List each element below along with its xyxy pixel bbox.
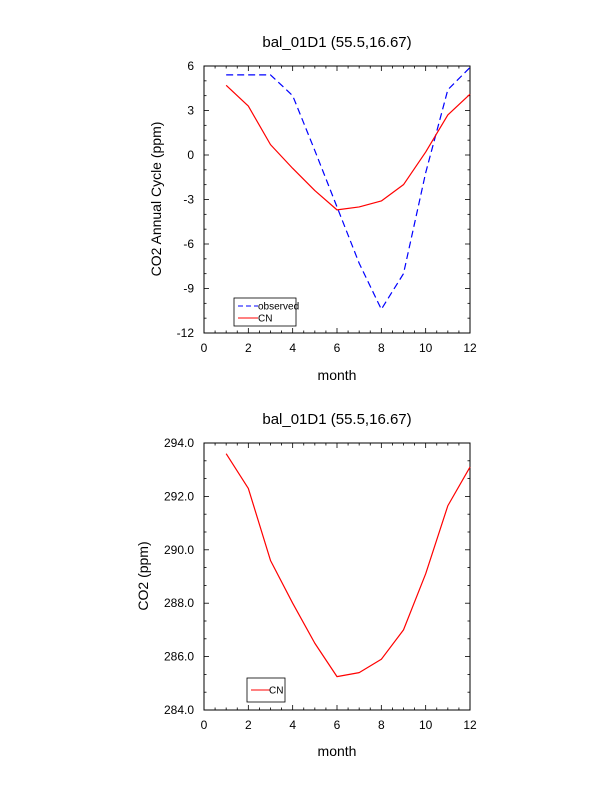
y-tick-label: -3 bbox=[183, 193, 194, 207]
x-tick-label: 4 bbox=[289, 341, 296, 355]
data-series bbox=[225, 453, 471, 678]
legend-label-cn: CN bbox=[258, 314, 272, 325]
chart-panel-annual-cycle: bal_01D1 (55.5,16.67) month CO2 Annual C… bbox=[148, 34, 477, 383]
y-tick-label: -12 bbox=[177, 326, 195, 340]
x-tick-label: 0 bbox=[201, 341, 208, 355]
x-tick-label: 6 bbox=[334, 718, 341, 732]
x-tick-label: 8 bbox=[378, 341, 385, 355]
x-tick-label: 2 bbox=[245, 341, 252, 355]
series-line-cn bbox=[225, 453, 471, 678]
y-tick-label: 0 bbox=[187, 148, 194, 162]
x-tick-labels: 0 2 4 6 8 10 12 bbox=[201, 341, 477, 355]
x-tick-label: 2 bbox=[245, 718, 252, 732]
x-tick-label: 4 bbox=[289, 718, 296, 732]
legend: CN bbox=[246, 677, 286, 703]
axis-ticks bbox=[203, 65, 471, 334]
y-tick-label: 290.0 bbox=[164, 543, 194, 557]
y-axis-label: CO2 (ppm) bbox=[135, 541, 151, 610]
data-series bbox=[225, 67, 471, 310]
x-tick-label: 10 bbox=[419, 341, 433, 355]
y-tick-label: 288.0 bbox=[164, 596, 194, 610]
y-tick-label: 284.0 bbox=[164, 703, 194, 717]
y-tick-label: -6 bbox=[183, 237, 194, 251]
x-tick-label: 6 bbox=[334, 341, 341, 355]
chart-title: bal_01D1 (55.5,16.67) bbox=[262, 411, 411, 428]
plot-frame bbox=[203, 442, 471, 711]
y-tick-label: 3 bbox=[187, 104, 194, 118]
x-tick-label: 12 bbox=[463, 341, 477, 355]
y-tick-label: 294.0 bbox=[164, 436, 194, 450]
series-line-observed bbox=[226, 67, 471, 310]
y-axis-label: CO2 Annual Cycle (ppm) bbox=[148, 122, 164, 277]
x-axis-label: month bbox=[318, 367, 357, 383]
x-tick-label: 12 bbox=[463, 718, 477, 732]
x-tick-label: 8 bbox=[378, 718, 385, 732]
x-axis-label: month bbox=[318, 743, 357, 759]
legend-label-cn: CN bbox=[269, 686, 283, 697]
x-tick-label: 10 bbox=[419, 718, 433, 732]
y-tick-label: 292.0 bbox=[164, 489, 194, 503]
y-tick-label: -9 bbox=[183, 282, 194, 296]
plot-frame bbox=[203, 65, 471, 334]
y-tick-label: 286.0 bbox=[164, 650, 194, 664]
series-line-cn bbox=[225, 84, 471, 211]
y-tick-label: 6 bbox=[187, 59, 194, 73]
legend: observed CN bbox=[233, 297, 299, 327]
y-tick-labels: -12 -9 -6 -3 0 3 6 bbox=[177, 59, 195, 340]
chart-title: bal_01D1 (55.5,16.67) bbox=[262, 34, 411, 51]
y-tick-labels: 284.0 286.0 288.0 290.0 292.0 294.0 bbox=[164, 436, 194, 717]
x-tick-labels: 0 2 4 6 8 10 12 bbox=[201, 718, 477, 732]
x-tick-label: 0 bbox=[201, 718, 208, 732]
legend-box bbox=[233, 297, 297, 327]
axis-ticks bbox=[203, 442, 471, 711]
legend-label-observed: observed bbox=[258, 302, 299, 313]
